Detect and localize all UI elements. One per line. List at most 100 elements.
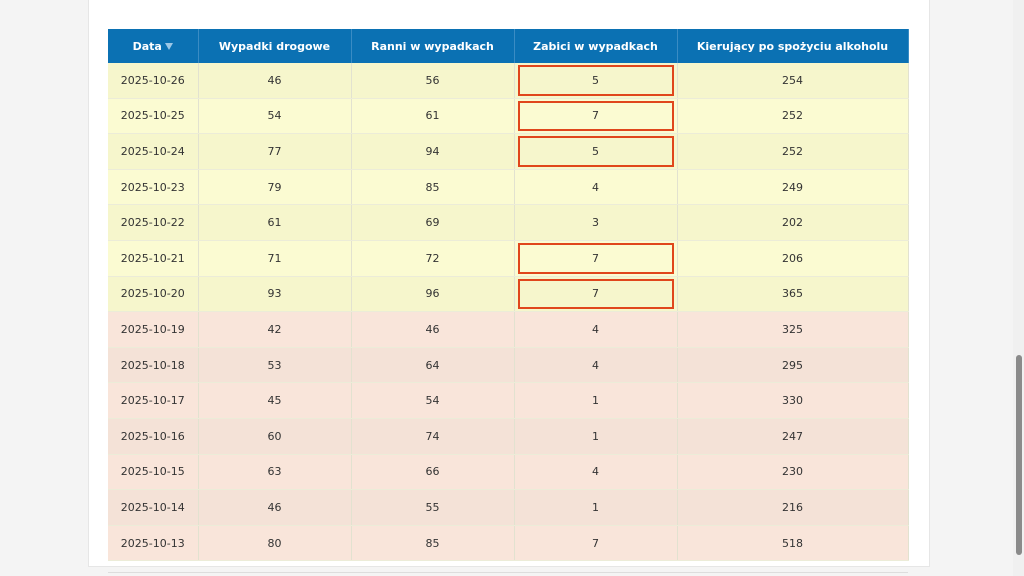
table-cell: 254 — [677, 63, 909, 99]
table-cell: 1 — [514, 418, 678, 455]
table-body: 2025-10-26 46 56 5 254 2025-10-25 54 61 7 252 2025… — [108, 63, 909, 562]
table-cell: 2025-10-25 — [108, 98, 199, 135]
table-cell: 247 — [677, 418, 909, 455]
table-row: 2025-10-23 79 85 4 249 — [108, 169, 909, 206]
column-header[interactable]: Ranni w wypadkach — [351, 29, 515, 63]
header-text: Data — [132, 39, 162, 53]
table-cell: 55 — [351, 489, 515, 526]
column-header[interactable]: Data — [108, 29, 199, 63]
table-cell: 93 — [198, 276, 352, 313]
table-cell: 71 — [198, 240, 352, 277]
table-cell: 4 — [514, 454, 678, 491]
table-cell: 7 — [514, 276, 678, 313]
table-cell: 330 — [677, 382, 909, 419]
table-cell: 2025-10-16 — [108, 418, 199, 455]
table-row: 2025-10-26 46 56 5 254 — [108, 63, 909, 99]
table-cell: 2025-10-21 — [108, 240, 199, 277]
highlight-box — [517, 65, 674, 96]
table-cell: 79 — [198, 169, 352, 206]
table-cell: 4 — [514, 169, 678, 206]
scrollbar-track[interactable] — [1013, 0, 1024, 576]
table-cell: 1 — [514, 382, 678, 419]
table-cell: 7 — [514, 525, 678, 562]
table-cell: 69 — [351, 204, 515, 241]
table-cell: 252 — [677, 98, 909, 135]
table-row: 2025-10-19 42 46 4 325 — [108, 311, 909, 348]
column-header[interactable]: Kierujący po spożyciu alkoholu — [677, 29, 909, 63]
table-cell: 2025-10-20 — [108, 276, 199, 313]
table-cell: 72 — [351, 240, 515, 277]
table-cell: 518 — [677, 525, 909, 562]
table-cell: 7 — [514, 98, 678, 135]
table-cell: 230 — [677, 454, 909, 491]
table-cell: 216 — [677, 489, 909, 526]
table-cell: 2025-10-22 — [108, 204, 199, 241]
table-row: 2025-10-13 80 85 7 518 — [108, 525, 909, 562]
separator — [108, 572, 908, 573]
table-cell: 77 — [198, 133, 352, 170]
table-cell: 61 — [351, 98, 515, 135]
table-cell: 63 — [198, 454, 352, 491]
table-cell: 94 — [351, 133, 515, 170]
table-cell: 202 — [677, 204, 909, 241]
table-cell: 96 — [351, 276, 515, 313]
header-row: Data Wypadki drogowe Ranni w wypadkach Zabi… — [108, 29, 909, 63]
table-cell: 46 — [351, 311, 515, 348]
table-cell: 2025-10-14 — [108, 489, 199, 526]
header-text: Zabici w wypadkach — [533, 39, 658, 53]
table-cell: 2025-10-24 — [108, 133, 199, 170]
table-cell: 4 — [514, 347, 678, 384]
table-cell: 325 — [677, 311, 909, 348]
table-cell: 66 — [351, 454, 515, 491]
table-row: 2025-10-22 61 69 3 202 — [108, 204, 909, 241]
table-cell: 3 — [514, 204, 678, 241]
table-cell: 53 — [198, 347, 352, 384]
table-cell: 2025-10-18 — [108, 347, 199, 384]
table-cell: 365 — [677, 276, 909, 313]
table-cell: 2025-10-17 — [108, 382, 199, 419]
table-cell: 64 — [351, 347, 515, 384]
table-row: 2025-10-24 77 94 5 252 — [108, 133, 909, 170]
table-cell: 46 — [198, 489, 352, 526]
sort-arrow — [164, 43, 173, 50]
table-row: 2025-10-21 71 72 7 206 — [108, 240, 909, 277]
table-cell: 7 — [514, 240, 678, 277]
column-header[interactable]: Zabici w wypadkach — [514, 29, 678, 63]
table-row: 2025-10-18 53 64 4 295 — [108, 347, 909, 384]
table-row: 2025-10-25 54 61 7 252 — [108, 98, 909, 135]
table-cell: 4 — [514, 311, 678, 348]
table-cell: 295 — [677, 347, 909, 384]
highlight-box — [517, 242, 674, 274]
table-cell: 5 — [514, 133, 678, 170]
table-cell: 252 — [677, 133, 909, 170]
table-cell: 2025-10-13 — [108, 525, 199, 562]
table-cell: 2025-10-19 — [108, 311, 199, 348]
highlight-box — [517, 136, 674, 167]
table-cell: 85 — [351, 169, 515, 206]
table-cell: 2025-10-23 — [108, 169, 199, 206]
table-cell: 45 — [198, 382, 352, 419]
table-row: 2025-10-15 63 66 4 230 — [108, 454, 909, 491]
table-cell: 2025-10-15 — [108, 454, 199, 491]
table-row: 2025-10-16 60 74 1 247 — [108, 418, 909, 455]
header-text: Ranni w wypadkach — [371, 39, 494, 53]
table-cell: 42 — [198, 311, 352, 348]
table-cell: 5 — [514, 63, 678, 99]
column-header[interactable]: Wypadki drogowe — [198, 29, 352, 63]
table-cell: 249 — [677, 169, 909, 206]
table-cell: 61 — [198, 204, 352, 241]
table-cell: 2025-10-26 — [108, 63, 199, 99]
table-row: 2025-10-17 45 54 1 330 — [108, 382, 909, 419]
table-cell: 54 — [198, 98, 352, 135]
header-text: Wypadki drogowe — [218, 39, 331, 53]
table-cell: 85 — [351, 525, 515, 562]
table-cell: 46 — [198, 63, 352, 99]
table-cell: 56 — [351, 63, 515, 99]
scrollbar-thumb[interactable] — [1016, 355, 1022, 555]
table-cell: 60 — [198, 418, 352, 455]
table-cell: 74 — [351, 418, 515, 455]
table-row: 2025-10-14 46 55 1 216 — [108, 489, 909, 526]
table-row: 2025-10-20 93 96 7 365 — [108, 276, 909, 313]
